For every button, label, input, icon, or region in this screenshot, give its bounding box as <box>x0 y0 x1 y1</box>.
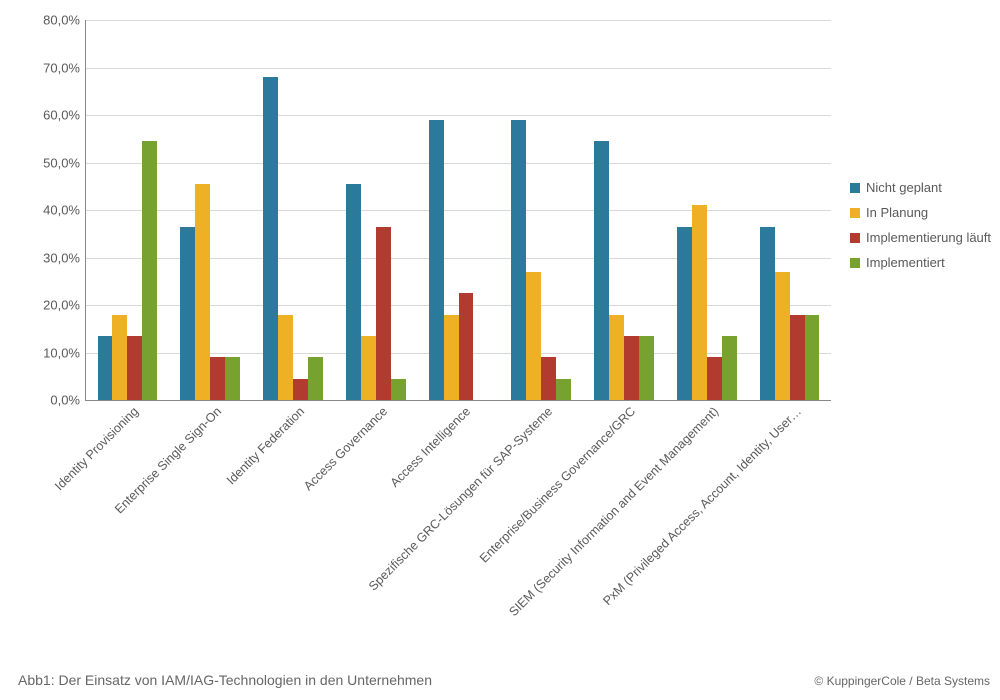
bar <box>180 227 195 400</box>
bar <box>790 315 805 401</box>
bar <box>526 272 541 400</box>
legend: Nicht geplant In Planung Implementierung l… <box>850 180 991 280</box>
bar-group: Enterprise Single Sign-On <box>169 20 252 400</box>
bars <box>760 20 820 400</box>
legend-label: Nicht geplant <box>866 180 942 195</box>
legend-swatch <box>850 258 860 268</box>
y-tick-label: 50,0% <box>30 155 80 170</box>
bars <box>98 20 158 400</box>
bars <box>429 20 489 400</box>
x-tick-label: Access Intelligence <box>383 400 473 490</box>
bar <box>391 379 406 400</box>
y-tick-label: 30,0% <box>30 250 80 265</box>
y-tick-label: 10,0% <box>30 345 80 360</box>
bars <box>263 20 323 400</box>
bar <box>624 336 639 400</box>
legend-item: Nicht geplant <box>850 180 991 195</box>
legend-item: In Planung <box>850 205 991 220</box>
bar <box>677 227 692 400</box>
chart-caption: Abb1: Der Einsatz von IAM/IAG-Technologi… <box>18 672 432 688</box>
legend-item: Implementierung läuft <box>850 230 991 245</box>
y-tick-label: 60,0% <box>30 108 80 123</box>
bar <box>444 315 459 401</box>
x-tick-label: Identity Provisioning <box>48 400 141 493</box>
bar-group: Access Intelligence <box>417 20 500 400</box>
bars <box>180 20 240 400</box>
bar-group: Enterprise/Business Governance/GRC <box>583 20 666 400</box>
bar <box>594 141 609 400</box>
bar <box>98 336 113 400</box>
bar <box>459 293 474 400</box>
plot-area: Identity ProvisioningEnterprise Single S… <box>85 20 831 401</box>
bar-group: Spezifische GRC-Lösungen für SAP-Systeme <box>500 20 583 400</box>
bars <box>346 20 406 400</box>
legend-item: Implementiert <box>850 255 991 270</box>
bar <box>225 357 240 400</box>
bar-group: Identity Federation <box>252 20 335 400</box>
bar-group: SIEM (Security Information and Event Man… <box>665 20 748 400</box>
bar-group: Identity Provisioning <box>86 20 169 400</box>
bar <box>722 336 737 400</box>
bar-groups: Identity ProvisioningEnterprise Single S… <box>86 20 831 400</box>
y-tick-label: 80,0% <box>30 13 80 28</box>
bar <box>263 77 278 400</box>
legend-swatch <box>850 208 860 218</box>
copyright: © KuppingerCole / Beta Systems <box>814 674 990 688</box>
bar <box>692 205 707 400</box>
bar <box>308 357 323 400</box>
bar <box>278 315 293 401</box>
legend-swatch <box>850 233 860 243</box>
chart: Identity ProvisioningEnterprise Single S… <box>30 20 830 420</box>
bar-group: PxM (Privileged Access, Account, Identit… <box>748 20 831 400</box>
legend-label: Implementierung läuft <box>866 230 991 245</box>
bar <box>775 272 790 400</box>
bar <box>556 379 571 400</box>
bar <box>639 336 654 400</box>
bar <box>511 120 526 400</box>
bar <box>210 357 225 400</box>
bar <box>760 227 775 400</box>
y-tick-label: 20,0% <box>30 298 80 313</box>
bar <box>376 227 391 400</box>
bar <box>127 336 142 400</box>
bar <box>195 184 210 400</box>
bar-group: Access Governance <box>334 20 417 400</box>
y-tick-label: 70,0% <box>30 60 80 75</box>
legend-label: In Planung <box>866 205 928 220</box>
y-tick-label: 40,0% <box>30 203 80 218</box>
bars <box>511 20 571 400</box>
bars <box>677 20 737 400</box>
legend-label: Implementiert <box>866 255 945 270</box>
bar <box>609 315 624 401</box>
bar <box>142 141 157 400</box>
bars <box>594 20 654 400</box>
bar <box>361 336 376 400</box>
bar <box>541 357 556 400</box>
x-tick-label: Identity Federation <box>220 400 307 487</box>
y-tick-label: 0,0% <box>30 393 80 408</box>
bar <box>112 315 127 401</box>
bar <box>805 315 820 401</box>
bar <box>346 184 361 400</box>
bar <box>293 379 308 400</box>
bar <box>429 120 444 400</box>
x-tick-label: Enterprise/Business Governance/GRC <box>473 400 638 565</box>
legend-swatch <box>850 183 860 193</box>
bar <box>707 357 722 400</box>
x-tick-label: Access Governance <box>297 400 390 493</box>
